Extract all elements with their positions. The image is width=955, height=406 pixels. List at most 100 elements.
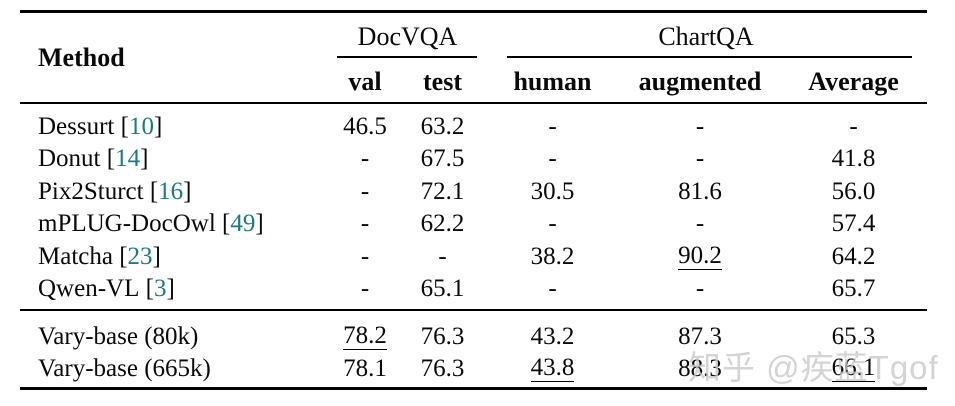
value-cell: 67.5 [400, 143, 485, 176]
value-cell: - [620, 273, 780, 306]
value-cell: 65.1 [400, 273, 485, 306]
table-row: mPLUG-DocOwl [49] - 62.2 - - 57.4 [20, 208, 927, 241]
value: - [695, 210, 705, 238]
value-cell: 63.2 [400, 110, 485, 143]
column-header-augmented: augmented [638, 67, 762, 96]
column-header-test: test [423, 67, 462, 96]
value-underlined: 78.2 [343, 321, 387, 350]
value: 56.0 [831, 177, 876, 205]
value-cell: 76.3 [400, 320, 485, 353]
cite-bracket: [ [149, 177, 159, 205]
value-cell: - [620, 143, 780, 176]
value: 65.7 [831, 275, 876, 303]
value-cell: 65.7 [780, 273, 927, 306]
value-cell: 87.3 [620, 320, 780, 353]
column-header-human: human [513, 67, 592, 96]
value-cell: - [330, 143, 400, 176]
value: - [360, 145, 370, 173]
cite-bracket: [ [120, 112, 129, 140]
table-rule-top [20, 10, 927, 13]
value-cell: 65.3 [780, 320, 927, 353]
table-row: Donut [14] - 67.5 - - 41.8 [20, 143, 927, 176]
value: - [360, 275, 370, 303]
table-row: Matcha [23] - - 38.2 90.2 64.2 [20, 240, 927, 273]
value: 46.5 [343, 112, 387, 140]
table-rule-header-bottom [20, 102, 927, 104]
value: 57.4 [831, 210, 876, 238]
value: - [548, 275, 557, 303]
value-underlined: 66.1 [831, 354, 876, 383]
value: - [438, 242, 447, 270]
method-cell: Pix2Sturct [16] [20, 175, 330, 208]
value-cell: - [400, 240, 485, 273]
value: 76.3 [420, 322, 465, 350]
table-rule-bottom [20, 387, 927, 390]
value-cell: - [485, 143, 620, 176]
method-name: Vary-base (665k) [38, 355, 211, 383]
table-section-vary: Vary-base (80k) 78.2 76.3 43.2 87.3 65.3 Vary-… [20, 320, 927, 385]
value-cell: 66.1 [780, 353, 927, 386]
table-section-baselines: Dessurt [10] 46.5 63.2 - - - Donut [14] - 67.5 - -… [20, 110, 927, 305]
value: - [548, 112, 557, 140]
value-cell: 78.2 [330, 320, 400, 353]
method-name: Matcha [38, 242, 120, 270]
docvqa-span-rule [337, 56, 477, 58]
cite-bracket: ] [255, 210, 264, 238]
value: 62.2 [420, 210, 465, 238]
cite-bracket: [ [106, 145, 116, 173]
table-row: Vary-base (80k) 78.2 76.3 43.2 87.3 65.3 [20, 320, 927, 353]
value: - [695, 275, 705, 303]
citation-number: 49 [230, 210, 256, 238]
value-cell: 43.2 [485, 320, 620, 353]
method-cell: Vary-base (80k) [20, 320, 330, 353]
value-cell: 90.2 [620, 240, 780, 273]
value: 43.2 [530, 322, 575, 350]
value-cell: 46.5 [330, 110, 400, 143]
value-cell: - [330, 273, 400, 306]
value-cell: 72.1 [400, 175, 485, 208]
citation-number: 10 [128, 112, 154, 140]
column-header-method: Method [38, 43, 125, 72]
value-cell: 62.2 [400, 208, 485, 241]
value: - [360, 177, 370, 205]
method-name: Qwen-VL [38, 275, 146, 303]
cite-bracket: [ [222, 210, 231, 238]
cite-bracket: [ [119, 242, 128, 270]
method-name: Dessurt [38, 112, 121, 140]
value: 72.1 [420, 177, 465, 205]
results-table: Method DocVQA ChartQA val test human aug… [20, 10, 927, 391]
value-cell: - [330, 208, 400, 241]
table-row: Qwen-VL [3] - 65.1 - - 65.7 [20, 273, 927, 306]
value-cell: - [620, 110, 780, 143]
column-header-val: val [348, 67, 382, 96]
value: - [360, 242, 370, 270]
value: 67.5 [420, 145, 465, 173]
cite-bracket: [ [145, 275, 154, 303]
zhihu-watermark: 知乎 @疾蓝Tgof [688, 349, 939, 386]
chartqa-span-rule [507, 56, 912, 58]
citation-number: 16 [158, 177, 184, 205]
value: 41.8 [831, 145, 876, 173]
value: 78.1 [343, 355, 387, 383]
method-cell: Matcha [23] [20, 240, 330, 273]
value: - [695, 145, 705, 173]
value-cell: 64.2 [780, 240, 927, 273]
value-cell: 38.2 [485, 240, 620, 273]
value-cell: - [620, 208, 780, 241]
citation-number: 14 [115, 145, 141, 173]
value: 30.5 [530, 177, 575, 205]
method-cell: Dessurt [10] [20, 110, 330, 143]
value: - [548, 145, 557, 173]
group-header-docvqa: DocVQA [357, 22, 458, 51]
value: 65.3 [831, 322, 876, 350]
method-cell: mPLUG-DocOwl [49] [20, 208, 330, 241]
value: 65.1 [420, 275, 465, 303]
value-cell: - [485, 110, 620, 143]
table-row: Dessurt [10] 46.5 63.2 - - - [20, 110, 927, 143]
value-cell: - [780, 110, 927, 143]
group-header-chartqa: ChartQA [658, 22, 754, 51]
value-underlined: 90.2 [678, 241, 722, 270]
value: - [360, 210, 370, 238]
method-name: mPLUG-DocOwl [38, 210, 223, 238]
citation-number: 23 [127, 242, 153, 270]
